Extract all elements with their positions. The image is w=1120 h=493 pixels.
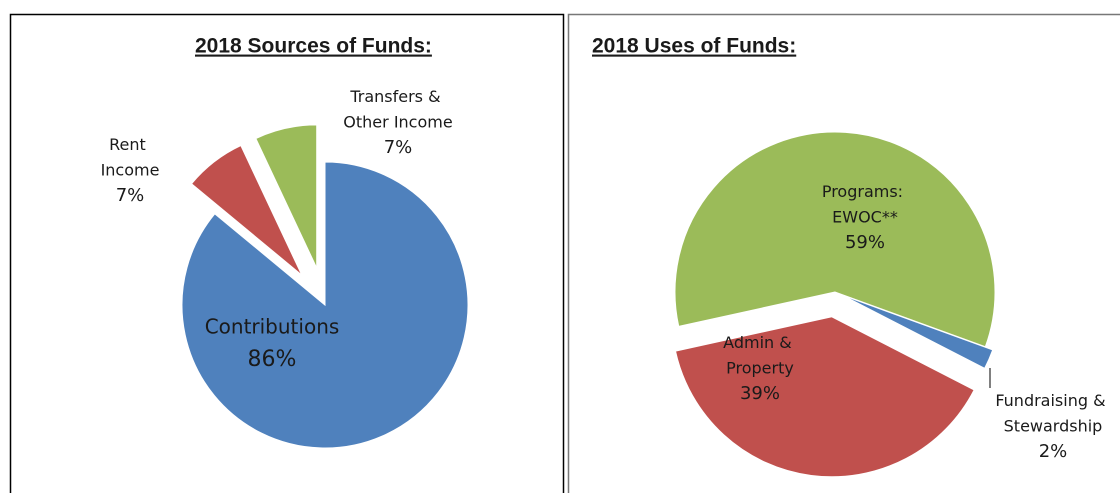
- value-label: 39%: [740, 383, 780, 404]
- value-label: 86%: [248, 347, 297, 372]
- pie-slice: [181, 161, 469, 449]
- pie-slice: [674, 316, 975, 478]
- chart-title: 2018 Uses of Funds:: [592, 35, 796, 58]
- value-label: 7%: [116, 185, 145, 206]
- slice-label: Programs: EWOC**: [822, 182, 908, 227]
- slice-label: Admin & Property: [723, 333, 797, 378]
- chart-title: 2018 Sources of Funds:: [195, 35, 432, 58]
- slice-label: Contributions: [205, 315, 340, 339]
- right-panel: [567, 13, 1120, 493]
- slice-label: Rent Income: [101, 135, 160, 180]
- pie-slice: [190, 144, 303, 276]
- pie-slice: [674, 131, 996, 348]
- value-label: 2%: [1039, 441, 1068, 462]
- pie-slice: [255, 124, 318, 269]
- left-panel: [9, 13, 565, 493]
- slice-label: Fundraising & Stewardship: [995, 391, 1110, 436]
- slice-label: Transfers & Other Income: [343, 87, 452, 132]
- value-label: 7%: [384, 137, 413, 158]
- pie-slice: [842, 294, 994, 370]
- value-label: 59%: [845, 232, 885, 253]
